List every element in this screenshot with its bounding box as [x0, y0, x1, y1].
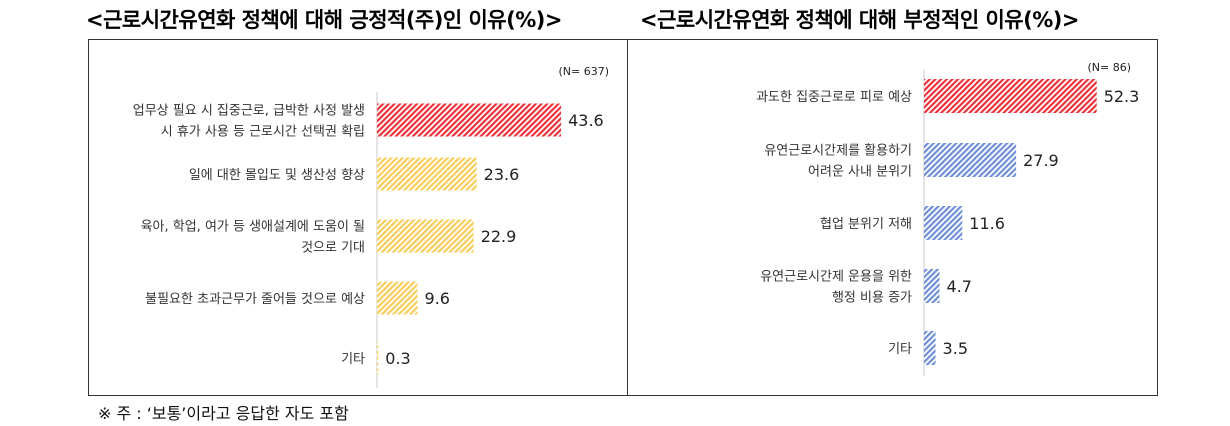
category-label: 유연근로시간제 운용을 위한 — [760, 270, 912, 285]
category-label: 일에 대한 몰입도 및 생산성 향상 — [189, 168, 365, 183]
bar-value-label: 11.6 — [969, 214, 1005, 233]
bar — [924, 79, 1097, 113]
bar-value-label: 27.9 — [1023, 151, 1059, 170]
category-label: 기타 — [888, 342, 912, 357]
bar-value-label: 22.9 — [481, 227, 517, 246]
category-label: 어려운 사내 분위기 — [808, 165, 912, 180]
bar — [377, 103, 562, 137]
right-bar-chart: (N= 86) 52.3 과도한 집중근로로 피로 예상 27.9 유연근로시간제를 활… — [756, 61, 1140, 376]
bar — [377, 341, 379, 375]
sample-size-label: (N= 86) — [1087, 61, 1131, 74]
bar — [924, 206, 963, 240]
bar — [924, 143, 1017, 177]
bar — [377, 219, 474, 253]
bar-value-label: 4.7 — [947, 277, 972, 296]
bar — [924, 331, 936, 365]
bar-value-label: 43.6 — [568, 111, 604, 130]
category-label: 시 휴가 사용 등 근로시간 선택권 확립 — [161, 125, 365, 140]
bar-value-label: 0.3 — [385, 349, 410, 368]
bar-value-label: 52.3 — [1104, 87, 1140, 106]
category-label: 것으로 기대 — [301, 241, 365, 256]
category-label: 협업 분위기 저해 — [820, 217, 912, 232]
bar-value-label: 23.6 — [484, 165, 520, 184]
right-chart-panel: (N= 86) 52.3 과도한 집중근로로 피로 예상 27.9 유연근로시간제를 활… — [627, 39, 1158, 396]
bar-value-label: 3.5 — [943, 339, 968, 358]
footnote: ※ 주 : ‘보통’이라고 응답한 자도 포함 — [98, 404, 349, 423]
category-label: 업무상 필요 시 집중근로, 급박한 사정 발생 — [133, 104, 365, 119]
left-chart-title: <근로시간유연화 정책에 대해 긍정적(주)인 이유(%)> — [86, 8, 562, 32]
sample-size-label: (N= 637) — [558, 65, 609, 78]
bar — [377, 157, 477, 191]
right-chart-title: <근로시간유연화 정책에 대해 부정적인 이유(%)> — [640, 8, 1079, 32]
category-label: 육아, 학업, 여가 등 생애설계에 도움이 될 — [141, 220, 365, 235]
category-label: 행정 비용 증가 — [832, 290, 912, 306]
bar-value-label: 9.6 — [425, 289, 450, 308]
category-label: 유연근로시간제를 활용하기 — [764, 144, 912, 159]
category-label: 불필요한 초과근무가 줄어들 것으로 예상 — [145, 292, 365, 307]
category-label: 과도한 집중근로로 피로 예상 — [756, 90, 912, 105]
bar — [377, 281, 418, 315]
left-bar-chart: (N= 637) 43.6 업무상 필요 시 집중근로, 급박한 사정 발생시 휴가… — [133, 65, 609, 388]
category-label: 기타 — [341, 352, 365, 367]
bar — [924, 269, 940, 303]
